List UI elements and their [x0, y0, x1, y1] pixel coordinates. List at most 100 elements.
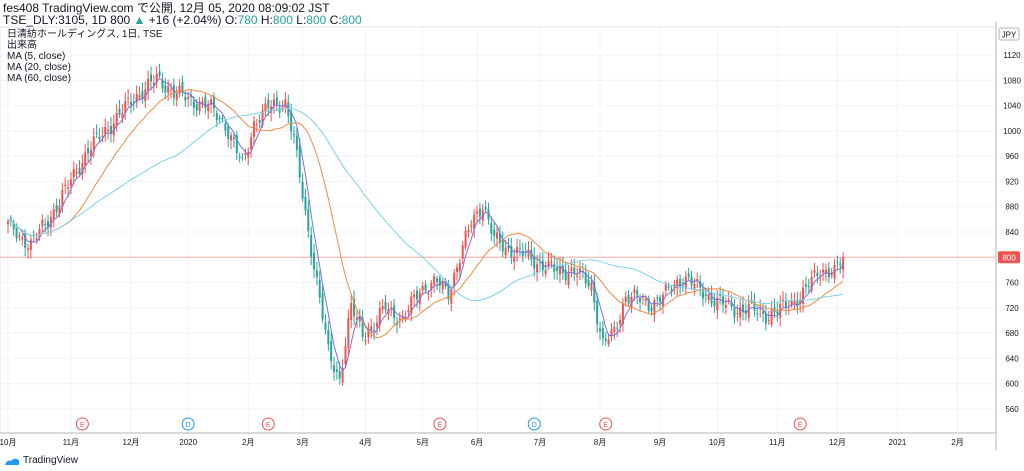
chart-grid [0, 27, 996, 433]
candle-body [158, 71, 161, 76]
candle-body [258, 119, 261, 124]
candle-body [639, 298, 642, 302]
candle-body [421, 285, 424, 291]
candle-body [567, 273, 570, 285]
candle-body [104, 127, 107, 135]
candle-body [653, 300, 656, 315]
candle-body [742, 304, 745, 313]
candle-body [716, 297, 719, 311]
candle-body [47, 221, 50, 228]
candle-body [501, 238, 504, 252]
dividend-event-icon[interactable]: D [527, 417, 541, 431]
candle-body [630, 296, 633, 308]
candle-body [267, 99, 270, 109]
chart-header: fes408 TradingView.com で公開, 12月 05, 2020… [3, 1, 1003, 27]
earnings-event-icon[interactable]: E [261, 417, 275, 431]
earnings-event-icon[interactable]: E [793, 417, 807, 431]
time-tick-label: 9月 [654, 438, 666, 447]
candle-body [590, 282, 593, 291]
candle-body [118, 108, 121, 115]
time-tick-label: 11月 [63, 438, 79, 447]
candle-body [338, 370, 341, 379]
candle-body [587, 279, 590, 287]
candle-body [121, 113, 124, 119]
candle-body [284, 99, 287, 108]
tradingview-brand[interactable]: TradingView [4, 455, 78, 467]
candle-body [722, 296, 724, 305]
candle-body [467, 229, 470, 233]
candle-body [109, 125, 112, 134]
candle-body [235, 134, 238, 153]
candle-body [147, 78, 150, 92]
brand-name: TradingView [23, 455, 79, 466]
candle-body [215, 112, 218, 121]
candle-body [724, 304, 727, 308]
candle-body [507, 245, 510, 248]
time-tick-label: 3月 [296, 438, 308, 447]
candle-body [676, 279, 679, 288]
candle-body [238, 156, 241, 158]
candle-body [132, 102, 135, 104]
candle-body [513, 256, 516, 262]
candle-body [547, 260, 550, 267]
candle-body [842, 257, 845, 270]
candle-body [770, 309, 773, 325]
candle-body [433, 276, 436, 285]
svg-text:E: E [438, 422, 443, 429]
candle-body [87, 148, 90, 154]
candle-body [347, 318, 350, 348]
candle-body [438, 277, 441, 286]
svg-text:E: E [798, 422, 803, 429]
earnings-event-icon[interactable]: E [599, 417, 613, 431]
candle-body [644, 298, 647, 301]
candle-body [627, 294, 630, 304]
candle-body [564, 270, 567, 281]
candle-body [816, 272, 819, 277]
last-price-label-text: 800 [1002, 253, 1016, 262]
candle-body [413, 294, 416, 298]
candle-body [616, 327, 619, 329]
dividend-event-icon[interactable]: D [181, 417, 195, 431]
candle-body [201, 101, 204, 105]
candle-body [373, 329, 376, 332]
price-tick-label: 1040 [1003, 102, 1021, 111]
time-tick-label: 5月 [416, 438, 428, 447]
candle-body [49, 216, 52, 228]
change-arrow-icon: ▲ [133, 13, 146, 27]
earnings-event-icon[interactable]: E [75, 417, 89, 431]
candle-body [167, 86, 170, 93]
time-tick-label: 6月 [471, 438, 483, 447]
candle-body [12, 222, 15, 230]
candle-body [836, 261, 839, 263]
price-tick-label: 640 [1005, 354, 1019, 363]
candle-body [441, 281, 444, 290]
candle-body [553, 264, 556, 272]
candle-body [767, 319, 770, 321]
candle-body [410, 296, 413, 314]
candle-body [150, 74, 152, 82]
candle-body [830, 274, 833, 276]
candle-body [221, 117, 224, 120]
time-tick-label: 4月 [359, 438, 371, 447]
price-tick-label: 680 [1005, 329, 1019, 338]
earnings-event-icon[interactable]: E [433, 417, 447, 431]
candle-body [32, 235, 35, 237]
candle-body [272, 99, 275, 106]
candle-body [493, 229, 496, 237]
candle-body [753, 301, 756, 311]
candle-body [318, 279, 321, 298]
candle-body [15, 226, 18, 239]
time-tick-label: 10月 [0, 438, 16, 447]
candle-body [404, 316, 407, 319]
candle-body [470, 225, 473, 227]
candle-body [498, 233, 501, 243]
candle-body [141, 90, 144, 100]
candle-body [759, 308, 762, 310]
candle-body [27, 248, 30, 250]
candle-body [124, 101, 127, 113]
candle-body [244, 153, 247, 155]
candle-body [804, 284, 807, 287]
candle-body [204, 96, 207, 108]
candle-body [293, 134, 295, 136]
